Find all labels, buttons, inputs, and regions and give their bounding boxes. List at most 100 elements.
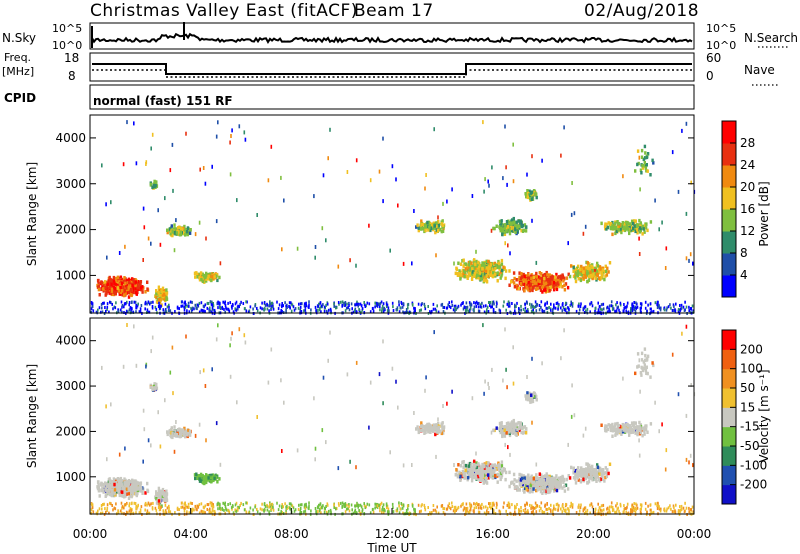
power-cell xyxy=(305,304,308,308)
velocity-cell xyxy=(146,481,149,486)
power-cell xyxy=(290,301,292,305)
power-cell xyxy=(609,310,611,314)
power-cell xyxy=(484,269,488,274)
power-cell xyxy=(512,221,515,225)
power-cell xyxy=(289,306,291,310)
power-cell xyxy=(113,290,116,294)
power-cell xyxy=(288,301,291,305)
power-cell xyxy=(492,226,495,231)
power-cell xyxy=(468,268,471,272)
power-cell xyxy=(527,308,529,312)
power-cell xyxy=(206,306,209,310)
power-cell xyxy=(381,304,384,308)
power-cell xyxy=(587,271,590,276)
power-cell xyxy=(518,277,521,282)
power-cell xyxy=(518,271,521,275)
power-cell xyxy=(449,306,452,310)
power-cell xyxy=(499,276,502,280)
power-cell xyxy=(322,173,325,178)
nsearch-tick-top: 10^5 xyxy=(706,22,736,35)
velocity-cell xyxy=(115,490,118,494)
power-cell xyxy=(188,228,192,232)
velocity-cell xyxy=(165,492,169,496)
power-cell xyxy=(560,276,563,280)
velocity-cell xyxy=(108,477,111,481)
power-cell xyxy=(128,301,131,304)
power-cell xyxy=(429,226,433,231)
power-cell xyxy=(574,279,578,284)
power-cell xyxy=(104,280,107,284)
velocity-cell xyxy=(114,483,118,488)
power-cell xyxy=(345,306,348,310)
power-cell xyxy=(146,287,149,291)
power-cell xyxy=(604,264,607,269)
power-cell xyxy=(646,228,649,233)
velocity-cell xyxy=(218,477,221,481)
power-cell xyxy=(389,248,391,253)
velocity-cell xyxy=(96,486,100,491)
power-cell xyxy=(183,301,186,305)
power-cell xyxy=(234,307,236,311)
velocity-cell xyxy=(474,464,477,468)
power-cell xyxy=(469,305,472,309)
velocity-cell xyxy=(113,491,116,496)
power-cell xyxy=(510,226,513,231)
power-cell xyxy=(458,269,461,273)
power-cell xyxy=(122,162,125,167)
power-cell xyxy=(101,163,103,168)
power-cell xyxy=(173,248,176,253)
power-cell xyxy=(169,168,172,173)
power-cell xyxy=(501,229,504,233)
power-cell xyxy=(190,306,192,310)
power-cell xyxy=(164,302,167,306)
velocity-cell xyxy=(100,481,103,486)
power-cell xyxy=(90,307,93,311)
power-cell xyxy=(249,305,252,309)
power-cell xyxy=(514,303,516,307)
power-cell xyxy=(100,280,103,284)
power-cell xyxy=(244,137,247,142)
power-cell xyxy=(677,309,680,313)
power-cell xyxy=(413,209,415,213)
power-cell xyxy=(130,279,133,284)
velocity-cell xyxy=(149,385,153,389)
power-cell xyxy=(473,301,475,305)
power-cell xyxy=(619,225,622,229)
velocity-cell xyxy=(174,429,177,433)
power-cell xyxy=(489,263,492,267)
power-cell xyxy=(606,305,609,309)
velocity-cell xyxy=(112,477,116,481)
power-cell xyxy=(597,276,601,281)
velocity-cell xyxy=(207,476,210,480)
velocity-cell xyxy=(123,494,126,499)
power-cell xyxy=(638,252,641,256)
power-cell xyxy=(173,230,177,235)
power-cell xyxy=(505,223,508,228)
power-cell xyxy=(245,309,248,313)
power-cell xyxy=(474,262,477,267)
power-cell xyxy=(146,308,149,312)
power-cell xyxy=(159,242,162,247)
power-cell xyxy=(478,265,481,270)
power-cell xyxy=(126,279,129,283)
power-cell xyxy=(651,310,653,314)
velocity-cell xyxy=(433,428,436,432)
power-cell xyxy=(213,275,216,279)
velocity-cell xyxy=(428,427,431,432)
power-cell xyxy=(152,300,154,304)
velocity-cell xyxy=(146,488,149,493)
velocity-cell xyxy=(131,478,134,483)
velocity-cell xyxy=(97,489,101,493)
power-cell xyxy=(263,307,266,311)
power-cell xyxy=(500,268,504,273)
power-cell xyxy=(379,308,381,312)
power-cell xyxy=(229,140,231,145)
velocity-cell xyxy=(102,490,105,494)
power-cell xyxy=(600,312,603,316)
power-cell xyxy=(462,258,465,262)
cpid-panel: CPID normal (fast) 151 RF xyxy=(4,84,695,110)
velocity-cell xyxy=(476,474,480,479)
power-cell xyxy=(165,296,168,301)
power-cell xyxy=(563,125,565,130)
